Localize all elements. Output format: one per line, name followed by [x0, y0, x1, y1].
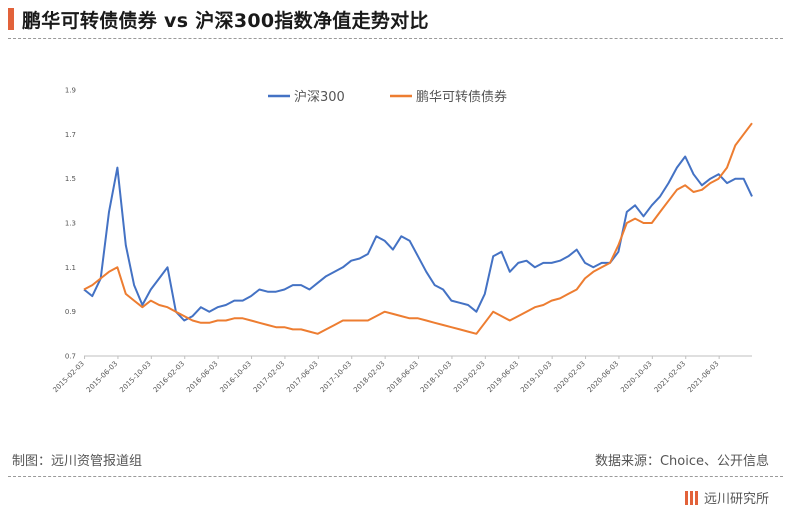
x-tick-label: 2021-06-03 [686, 360, 720, 394]
series-line-1 [83, 155, 753, 322]
x-tick-label: 2019-10-03 [519, 360, 553, 394]
y-tick-label: 1.9 [65, 87, 76, 95]
x-tick-label: 2017-06-03 [285, 360, 319, 394]
x-tick-label: 2021-02-03 [653, 360, 687, 394]
x-tick-label: 2020-10-03 [619, 360, 653, 394]
x-tick-label: 2020-02-03 [553, 360, 587, 394]
x-tick-label: 2019-06-03 [486, 360, 520, 394]
footer-credit: 制图：远川资管报道组 [12, 454, 143, 469]
y-tick-label: 1.5 [65, 175, 76, 183]
x-axis: 2015-02-032015-06-032015-10-032016-02-03… [52, 355, 752, 394]
x-tick-label: 2015-06-03 [85, 360, 119, 394]
y-tick-label: 0.9 [65, 308, 76, 316]
x-tick-label: 2017-10-03 [319, 360, 353, 394]
page-title: 鹏华可转债债券 vs 沪深300指数净值走势对比 [22, 10, 429, 32]
x-tick-label: 2015-02-03 [52, 360, 86, 394]
legend-label-1: 沪深300 [294, 89, 345, 105]
y-tick-label: 1.1 [65, 264, 76, 272]
title-accent-bar [8, 8, 14, 30]
x-tick-label: 2015-10-03 [118, 360, 152, 394]
x-tick-label: 2018-10-03 [419, 360, 453, 394]
x-tick-label: 2017-02-03 [252, 360, 286, 394]
bottom-divider [8, 476, 783, 477]
x-tick-label: 2016-06-03 [185, 360, 219, 394]
y-axis: 0.7 0.9 1.1 1.3 1.5 1.7 1.9 [65, 87, 76, 361]
y-tick-label: 1.3 [65, 220, 76, 228]
brand-name: 远川研究所 [703, 492, 769, 507]
chart-legend: 沪深300 鹏华可转债债券 [268, 89, 507, 105]
y-tick-label: 1.7 [65, 131, 76, 139]
brand: 远川研究所 [684, 488, 769, 507]
x-tick-label: 2019-02-03 [452, 360, 486, 394]
x-tick-label: 2018-06-03 [386, 360, 420, 394]
line-chart: 沪深300 鹏华可转债债券 0.7 0.9 1.1 1.3 1.5 1.7 1.9 2015-… [52, 87, 753, 394]
top-divider [8, 38, 783, 39]
y-tick-label: 0.7 [65, 353, 76, 361]
x-tick-label: 2018-02-03 [352, 360, 386, 394]
x-tick-label: 2020-06-03 [586, 360, 620, 394]
series-layer [83, 122, 753, 335]
x-tick-label: 2016-02-03 [152, 360, 186, 394]
footer-source: 数据来源：Choice、公开信息 [594, 454, 769, 469]
series-line-2 [83, 122, 753, 335]
brand-logo-icon [684, 490, 698, 505]
x-tick-label: 2016-10-03 [219, 360, 253, 394]
legend-label-2: 鹏华可转债债券 [416, 89, 507, 105]
